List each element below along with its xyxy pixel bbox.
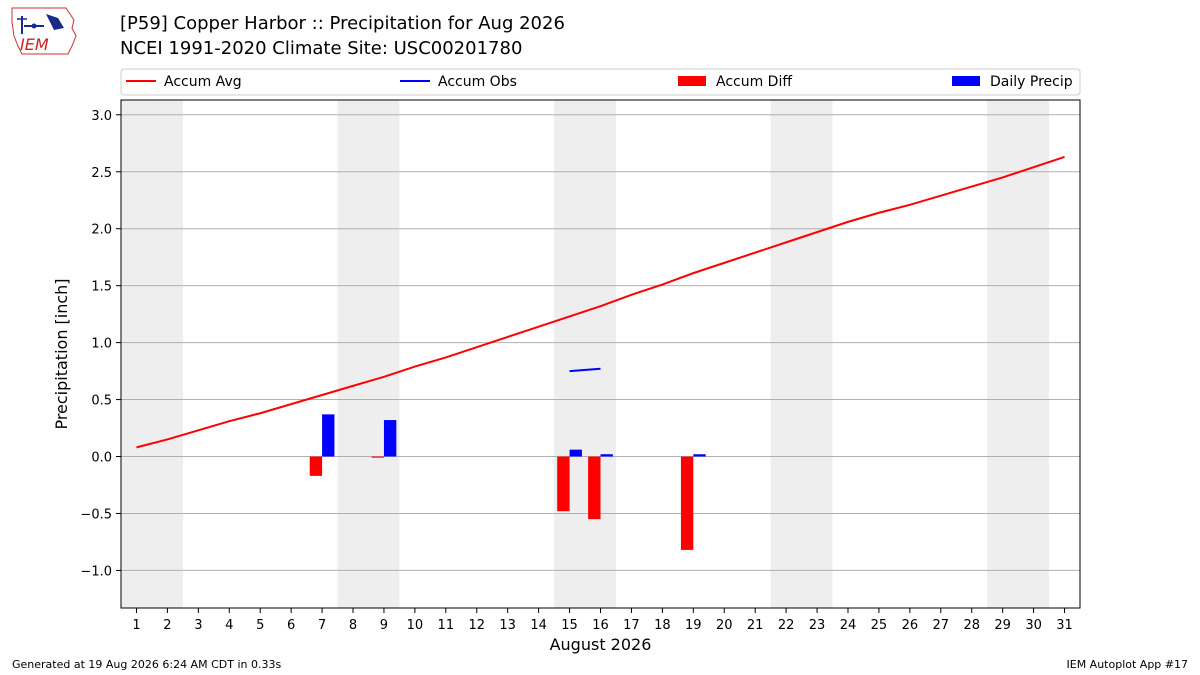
- weekend-bands: [121, 100, 1050, 608]
- accum-diff-bar: [309, 456, 323, 476]
- x-tick-label: 9: [380, 618, 388, 633]
- legend-swatch-bar: [678, 76, 706, 86]
- accum-diff-bar: [588, 456, 601, 520]
- y-tick-label: 2.5: [91, 166, 112, 181]
- y-tick-label: 2.0: [91, 223, 112, 238]
- legend-label: Accum Obs: [438, 74, 517, 90]
- x-tick-label: 31: [1056, 618, 1073, 633]
- accum-avg-line: [136, 156, 1065, 449]
- legend-label: Accum Diff: [716, 74, 792, 90]
- bars: [309, 414, 706, 550]
- x-tick-label: 19: [685, 618, 702, 633]
- x-tick-label: 16: [592, 618, 609, 633]
- y-axis: −1.0 −0.5 0.0 0.5 1.0 1.5 2.0 2.5 3.0: [80, 109, 121, 579]
- footer-app: IEM Autoplot App #17: [1066, 658, 1189, 671]
- x-tick-label: 14: [530, 618, 547, 633]
- y-tick-label: −0.5: [80, 507, 112, 522]
- x-tick-label: 13: [499, 618, 516, 633]
- y-tick-label: 1.0: [91, 337, 112, 352]
- x-tick-label: 25: [871, 618, 888, 633]
- daily-precip-bar: [383, 420, 397, 457]
- daily-precip-bar: [600, 454, 613, 457]
- series-lines: [136, 156, 1065, 449]
- x-tick-label: 17: [623, 618, 640, 633]
- accum-diff-bar: [557, 456, 570, 512]
- x-tick-label: 7: [318, 618, 326, 633]
- daily-precip-bar: [693, 454, 706, 457]
- x-tick-label: 8: [349, 618, 357, 633]
- accum-diff-bar: [680, 456, 694, 550]
- x-axis: 1 2 3 4 5 6 7 8 9 10 11 12 13 14 15 16 17 18 19 20 21 22 23 24 2…: [132, 608, 1073, 633]
- logo-text: IEM: [20, 35, 49, 54]
- x-tick-label: 18: [654, 618, 671, 633]
- x-tick-label: 23: [809, 618, 826, 633]
- accum-diff-bar: [371, 456, 384, 458]
- x-tick-label: 26: [902, 618, 919, 633]
- legend-swatch-bar: [952, 76, 980, 86]
- y-tick-label: −1.0: [80, 564, 112, 579]
- weekend-band: [770, 100, 833, 608]
- footer-generated: Generated at 19 Aug 2026 6:24 AM CDT in …: [12, 658, 282, 671]
- daily-precip-bar: [569, 449, 582, 457]
- x-tick-label: 6: [287, 618, 295, 633]
- accum-obs-line: [569, 367, 601, 373]
- y-tick-label: 1.5: [91, 280, 112, 295]
- x-axis-label: August 2026: [550, 635, 652, 654]
- legend: Accum Avg Accum Obs Accum Diff Daily Precip: [120, 68, 1081, 96]
- x-tick-label: 2: [163, 618, 171, 633]
- x-tick-label: 5: [256, 618, 264, 633]
- y-tick-label: 0.0: [91, 451, 112, 466]
- x-tick-label: 28: [963, 618, 980, 633]
- x-tick-label: 10: [407, 618, 424, 633]
- x-tick-label: 3: [194, 618, 202, 633]
- x-tick-label: 30: [1025, 618, 1042, 633]
- x-tick-label: 15: [561, 618, 578, 633]
- legend-box: [120, 68, 1081, 96]
- x-tick-label: 27: [933, 618, 950, 633]
- legend-label: Accum Avg: [164, 74, 242, 90]
- chart-title: [P59] Copper Harbor :: Precipitation for…: [120, 13, 565, 34]
- x-tick-label: 22: [778, 618, 795, 633]
- x-tick-label: 12: [468, 618, 485, 633]
- chart-subtitle: NCEI 1991-2020 Climate Site: USC00201780: [120, 38, 523, 59]
- x-tick-label: 20: [716, 618, 733, 633]
- daily-precip-bar: [322, 414, 335, 457]
- y-tick-label: 0.5: [91, 394, 112, 409]
- weekend-band: [121, 100, 183, 608]
- x-tick-label: 1: [132, 618, 140, 633]
- weekend-band: [337, 100, 400, 608]
- legend-label: Daily Precip: [990, 74, 1073, 90]
- weekend-band: [987, 100, 1050, 608]
- weekend-band: [554, 100, 616, 608]
- y-tick-label: 3.0: [91, 109, 112, 124]
- y-axis-label: Precipitation [inch]: [52, 278, 71, 429]
- x-tick-label: 24: [840, 618, 857, 633]
- iem-logo: IEM: [8, 6, 80, 62]
- x-tick-label: 11: [438, 618, 455, 633]
- x-tick-label: 4: [225, 618, 233, 633]
- x-tick-label: 29: [994, 618, 1011, 633]
- x-tick-label: 21: [747, 618, 764, 633]
